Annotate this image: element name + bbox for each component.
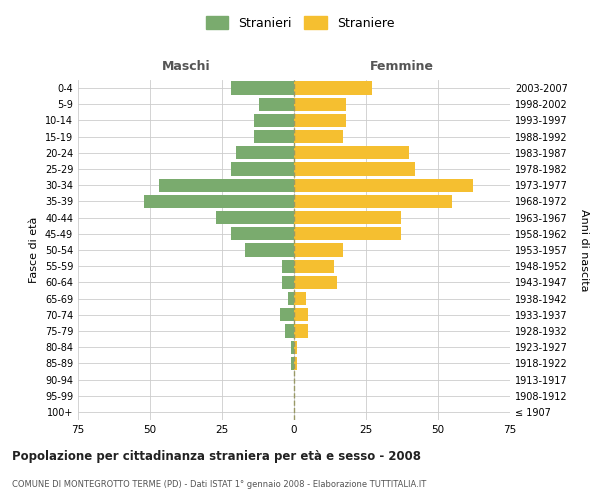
Bar bbox=[144, 195, 294, 208]
Bar bbox=[294, 178, 473, 192]
Bar bbox=[294, 98, 346, 111]
Bar bbox=[288, 292, 294, 305]
Bar bbox=[280, 308, 294, 322]
Bar bbox=[294, 162, 415, 175]
Bar bbox=[254, 114, 294, 127]
Bar bbox=[245, 244, 294, 256]
Bar bbox=[294, 82, 372, 94]
Bar bbox=[294, 195, 452, 208]
Bar bbox=[291, 340, 294, 354]
Bar bbox=[294, 340, 297, 354]
Bar bbox=[283, 260, 294, 273]
Text: Popolazione per cittadinanza straniera per età e sesso - 2008: Popolazione per cittadinanza straniera p… bbox=[12, 450, 421, 463]
Bar bbox=[236, 146, 294, 160]
Text: COMUNE DI MONTEGROTTO TERME (PD) - Dati ISTAT 1° gennaio 2008 - Elaborazione TUT: COMUNE DI MONTEGROTTO TERME (PD) - Dati … bbox=[12, 480, 426, 489]
Bar bbox=[294, 114, 346, 127]
Bar bbox=[286, 324, 294, 338]
Bar bbox=[294, 292, 305, 305]
Bar bbox=[230, 162, 294, 175]
Bar bbox=[294, 146, 409, 160]
Text: Femmine: Femmine bbox=[370, 60, 434, 72]
Bar bbox=[158, 178, 294, 192]
Bar bbox=[283, 276, 294, 289]
Bar bbox=[230, 82, 294, 94]
Bar bbox=[230, 227, 294, 240]
Bar bbox=[294, 130, 343, 143]
Bar bbox=[259, 98, 294, 111]
Bar bbox=[294, 260, 334, 273]
Y-axis label: Fasce di età: Fasce di età bbox=[29, 217, 39, 283]
Text: Maschi: Maschi bbox=[161, 60, 211, 72]
Bar bbox=[294, 276, 337, 289]
Bar bbox=[291, 356, 294, 370]
Y-axis label: Anni di nascita: Anni di nascita bbox=[579, 208, 589, 291]
Bar bbox=[294, 227, 401, 240]
Bar bbox=[216, 211, 294, 224]
Legend: Stranieri, Straniere: Stranieri, Straniere bbox=[201, 11, 399, 35]
Bar bbox=[294, 211, 401, 224]
Bar bbox=[294, 356, 297, 370]
Bar bbox=[294, 324, 308, 338]
Bar bbox=[294, 244, 343, 256]
Bar bbox=[294, 308, 308, 322]
Bar bbox=[254, 130, 294, 143]
